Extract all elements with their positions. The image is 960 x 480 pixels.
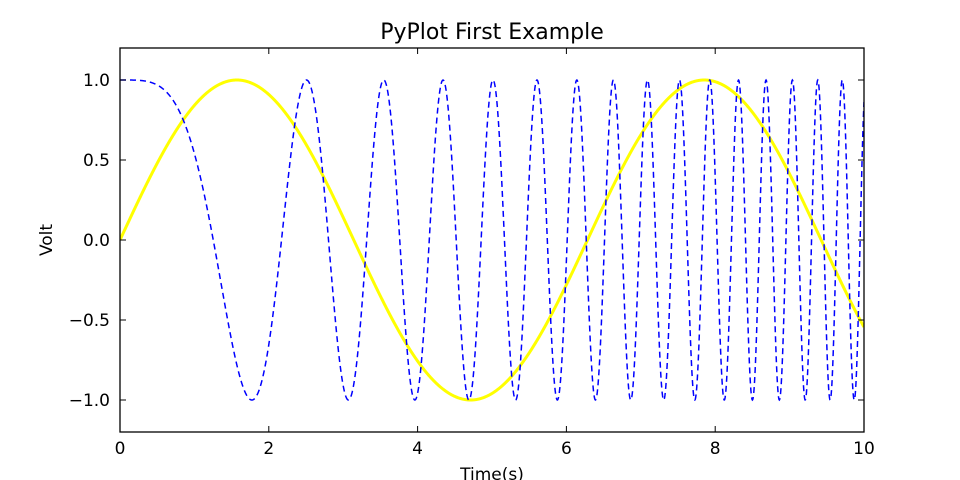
y-tick-label: 0.0 bbox=[83, 231, 110, 251]
x-axis-title: Time(s) bbox=[459, 465, 524, 480]
plot-area bbox=[120, 48, 864, 432]
y-tick-label: −1.0 bbox=[69, 391, 110, 411]
y-tick-label: −0.5 bbox=[69, 311, 110, 331]
series-layer bbox=[120, 78, 864, 402]
x-tick-label: 2 bbox=[263, 439, 274, 459]
y-tick-label: 1.0 bbox=[83, 71, 110, 91]
axes-layer: 0 2 4 6 8 10 −1.0 −0.5 0.0 0.5 1.0 bbox=[69, 47, 875, 459]
chart-title: PyPlot First Example bbox=[380, 20, 603, 45]
y-tick-label: 0.5 bbox=[83, 151, 110, 171]
series-line bbox=[120, 78, 864, 402]
x-tick-label: 6 bbox=[561, 439, 572, 459]
plot-background bbox=[120, 48, 864, 432]
x-tick-label: 8 bbox=[710, 439, 721, 459]
x-tick-label: 4 bbox=[412, 439, 423, 459]
x-tick-label: 10 bbox=[853, 439, 875, 459]
x-tick-label: 0 bbox=[115, 439, 126, 459]
y-axis-title: Volt bbox=[37, 224, 57, 256]
